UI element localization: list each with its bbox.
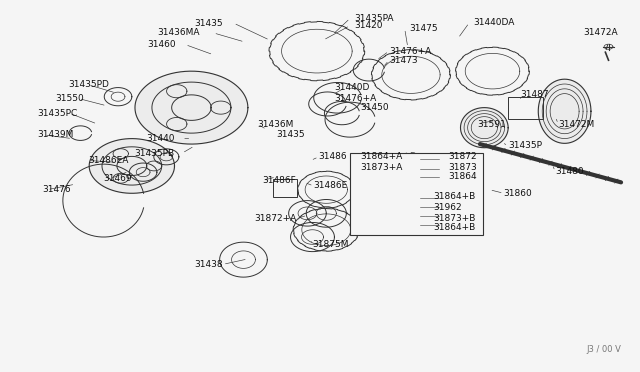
Text: 31440D: 31440D: [334, 83, 369, 92]
Text: 31450: 31450: [361, 103, 389, 112]
Text: 31550: 31550: [55, 94, 84, 103]
Text: 31436M: 31436M: [257, 119, 294, 128]
Text: 31486F: 31486F: [262, 176, 296, 185]
Polygon shape: [135, 71, 248, 144]
Text: 31439M: 31439M: [38, 131, 74, 140]
Text: 31872: 31872: [449, 153, 477, 161]
Text: 31486: 31486: [319, 153, 348, 161]
Text: 31591: 31591: [477, 119, 506, 128]
Text: 31486EA: 31486EA: [88, 156, 128, 165]
Text: 31864+A: 31864+A: [361, 153, 403, 161]
Text: 31472M: 31472M: [558, 119, 595, 128]
Text: 31472A: 31472A: [583, 28, 618, 37]
Text: 31436MA: 31436MA: [157, 28, 200, 37]
Text: 31469: 31469: [104, 174, 132, 183]
Text: 31873+B: 31873+B: [433, 214, 476, 223]
Bar: [508, 97, 543, 119]
Text: 31435PD: 31435PD: [68, 80, 109, 89]
Text: 31435P: 31435P: [508, 141, 542, 150]
Text: 31487: 31487: [521, 90, 549, 99]
Text: 31873: 31873: [449, 163, 477, 172]
Polygon shape: [461, 108, 508, 148]
Text: 31864+B: 31864+B: [433, 192, 475, 201]
Text: 31440DA: 31440DA: [474, 18, 515, 27]
Text: 31860: 31860: [504, 189, 532, 198]
Text: 31480: 31480: [556, 167, 584, 176]
Text: 31476+A: 31476+A: [389, 46, 431, 55]
Polygon shape: [89, 139, 175, 193]
Text: 31420: 31420: [355, 21, 383, 30]
Text: 31476+A: 31476+A: [334, 94, 376, 103]
Text: 31864: 31864: [449, 172, 477, 182]
Text: 31962: 31962: [433, 203, 461, 212]
Text: 31473: 31473: [389, 56, 418, 65]
Text: 31435PB: 31435PB: [134, 149, 175, 158]
Bar: [350, 153, 483, 235]
Text: 31435PC: 31435PC: [38, 109, 78, 118]
Text: 31476: 31476: [43, 185, 72, 194]
Text: 31864+B: 31864+B: [433, 224, 475, 232]
Text: 31435: 31435: [276, 131, 305, 140]
Text: 31435PA: 31435PA: [355, 14, 394, 23]
Text: 31875M: 31875M: [312, 240, 349, 249]
Text: 31438: 31438: [194, 260, 223, 269]
Text: 31873+A: 31873+A: [361, 163, 403, 172]
Text: 31872+A: 31872+A: [254, 214, 296, 223]
Text: 31486E: 31486E: [314, 182, 348, 190]
Text: J3 / 00 V: J3 / 00 V: [586, 345, 621, 354]
Bar: [273, 179, 297, 197]
Text: 31440: 31440: [146, 134, 175, 143]
Polygon shape: [538, 79, 591, 143]
Text: 31460: 31460: [147, 40, 176, 49]
Text: 31435: 31435: [194, 19, 223, 28]
Text: 31475: 31475: [409, 24, 438, 33]
